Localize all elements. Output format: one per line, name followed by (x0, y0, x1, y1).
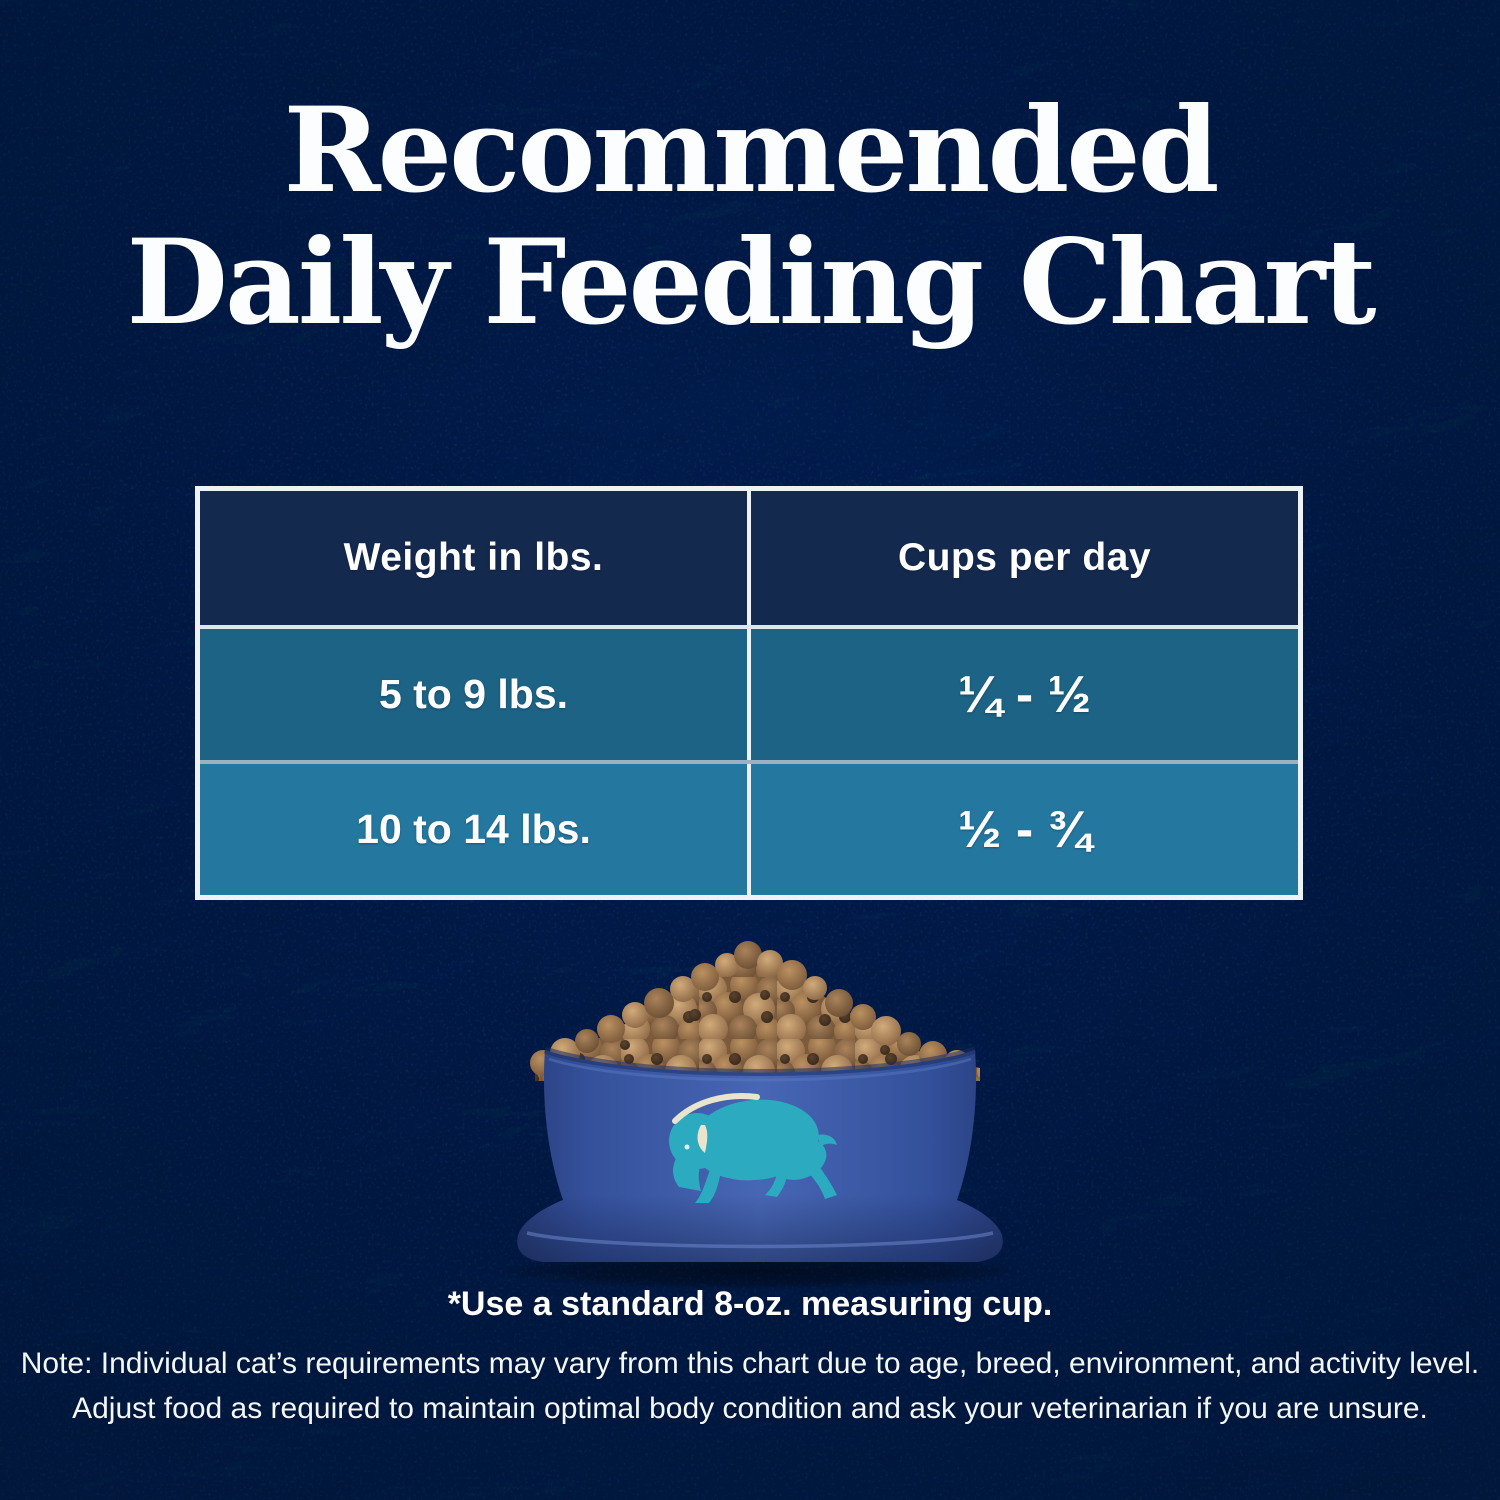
row-separator (200, 760, 1298, 764)
weight-cell-row2: 10 to 14 lbs. (200, 764, 747, 895)
dog-bowl-with-kibble-illustration (488, 941, 1032, 1290)
column-header-cups: Cups per day (751, 491, 1298, 625)
table-row: 10 to 14 lbs. ½ - ¾ (200, 764, 1298, 895)
bison-hump-highlight (672, 1093, 760, 1124)
column-header-weight: Weight in lbs. (200, 491, 747, 625)
blue-buffalo-bison-logo-icon (669, 1093, 837, 1203)
bison-horn (697, 1125, 708, 1153)
feeding-note: Note: Individual cat’s requirements may … (0, 1341, 1500, 1431)
feeding-note-line1: Note: Individual cat’s requirements may … (20, 1347, 1480, 1380)
table-header-row: Weight in lbs. Cups per day (200, 491, 1298, 625)
page-title: Recommended Daily Feeding Chart (0, 81, 1500, 352)
feeding-note-line2: Adjust food as required to maintain opti… (72, 1392, 1428, 1425)
cups-cell-row2: ½ - ¾ (751, 764, 1298, 895)
cups-cell-row1: ¼ - ½ (751, 629, 1298, 760)
feeding-table: Weight in lbs. Cups per day 5 to 9 lbs. … (195, 486, 1303, 900)
table-row: 5 to 9 lbs. ¼ - ½ (200, 629, 1298, 760)
page-title-line1: Recommended (283, 81, 1219, 219)
row-separator (200, 625, 1298, 629)
measuring-cup-footnote: *Use a standard 8-oz. measuring cup. (447, 1285, 1053, 1323)
bison-eye (684, 1144, 690, 1150)
page-title-line2: Daily Feeding Chart (126, 213, 1377, 352)
weight-cell-row1: 5 to 9 lbs. (200, 629, 747, 760)
